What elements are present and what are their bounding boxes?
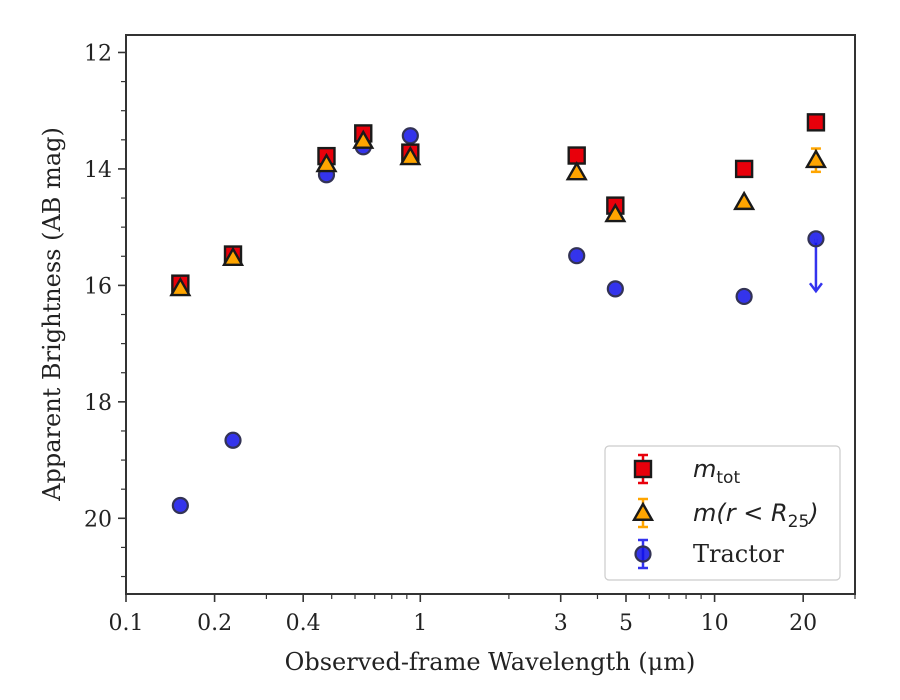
- upper-limit-arrow: [808, 282, 823, 294]
- x-tick-label: 1: [413, 611, 427, 636]
- y-tick-label: 20: [84, 507, 112, 532]
- x-axis-label: Observed-frame Wavelength (μm): [285, 648, 696, 676]
- legend-marker-triangle: [631, 501, 655, 521]
- y-tick-label: 12: [84, 41, 112, 66]
- series-m-tot: [171, 113, 826, 293]
- data-marks: [169, 113, 828, 515]
- series-m-r-r-25: [169, 129, 828, 297]
- x-tick-label: 0.4: [286, 611, 321, 636]
- x-tick-label: 3: [554, 611, 568, 636]
- legend-marker-circle: [634, 545, 652, 563]
- legend-marker-square: [633, 459, 653, 479]
- x-tick-label: 20: [789, 611, 817, 636]
- axis-ticks: 0.1 0.2 0.4 1 3 5 10 20 12 14 16 18 20: [84, 41, 856, 636]
- y-tick-label: 14: [84, 158, 112, 183]
- x-tick-label: 5: [619, 611, 633, 636]
- x-tick-label: 10: [701, 611, 729, 636]
- y-tick-label: 16: [84, 274, 112, 299]
- legend-frame: [604, 445, 841, 581]
- legend-label: Tractor: [693, 540, 784, 568]
- legend: mtot m(r < R25) Tractor: [604, 445, 841, 581]
- legend-label: m(r < R25): [693, 499, 819, 532]
- legend-label: mtot: [693, 455, 740, 488]
- y-axis-label: Apparent Brightness (AB mag): [38, 127, 66, 502]
- x-tick-label: 0.1: [109, 611, 144, 636]
- y-tick-label: 18: [84, 391, 112, 416]
- x-tick-label: 0.2: [197, 611, 232, 636]
